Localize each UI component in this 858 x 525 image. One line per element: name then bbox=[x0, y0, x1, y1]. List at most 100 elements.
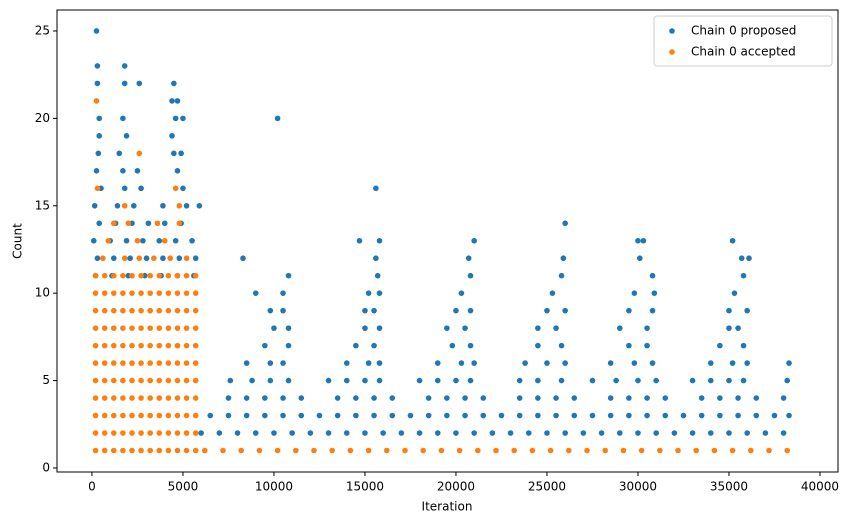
point bbox=[174, 168, 181, 174]
point bbox=[731, 290, 738, 296]
point bbox=[160, 255, 166, 262]
point bbox=[560, 255, 567, 262]
point bbox=[636, 255, 643, 262]
point bbox=[535, 342, 541, 349]
point bbox=[134, 168, 141, 174]
point bbox=[562, 307, 568, 314]
point bbox=[192, 447, 199, 454]
point bbox=[172, 115, 179, 122]
point bbox=[116, 150, 123, 157]
point bbox=[458, 290, 465, 296]
point bbox=[252, 430, 259, 436]
point bbox=[343, 377, 350, 384]
point bbox=[544, 360, 550, 366]
point bbox=[467, 377, 474, 384]
point bbox=[161, 220, 168, 227]
point bbox=[644, 395, 650, 401]
point bbox=[376, 325, 383, 331]
point bbox=[167, 255, 174, 262]
point bbox=[407, 412, 414, 419]
point bbox=[174, 290, 181, 296]
point bbox=[165, 342, 172, 349]
point bbox=[207, 412, 214, 419]
point bbox=[267, 360, 274, 366]
point bbox=[748, 447, 754, 454]
point bbox=[125, 220, 132, 227]
point bbox=[729, 360, 736, 366]
point bbox=[183, 272, 190, 279]
point bbox=[147, 430, 153, 436]
point bbox=[174, 98, 181, 104]
point bbox=[129, 412, 135, 419]
point bbox=[462, 325, 468, 331]
point bbox=[147, 342, 153, 349]
point bbox=[525, 430, 532, 436]
point bbox=[165, 325, 172, 331]
point bbox=[183, 342, 190, 349]
point bbox=[101, 342, 108, 349]
point bbox=[172, 237, 179, 244]
point bbox=[192, 255, 199, 262]
point bbox=[156, 307, 163, 314]
point bbox=[480, 412, 487, 419]
point bbox=[110, 255, 117, 262]
point bbox=[384, 447, 390, 454]
point bbox=[589, 377, 596, 384]
point bbox=[689, 430, 696, 436]
point bbox=[225, 395, 232, 401]
point bbox=[110, 360, 117, 366]
point bbox=[198, 430, 204, 436]
point bbox=[784, 377, 791, 384]
point bbox=[607, 360, 614, 366]
point bbox=[138, 185, 144, 192]
point bbox=[192, 290, 199, 296]
point bbox=[174, 360, 181, 366]
point bbox=[120, 115, 126, 122]
point bbox=[285, 377, 292, 384]
point bbox=[134, 237, 141, 244]
point bbox=[657, 447, 663, 454]
point bbox=[174, 307, 181, 314]
point bbox=[325, 430, 332, 436]
point bbox=[298, 395, 305, 401]
point bbox=[274, 447, 281, 454]
point bbox=[120, 395, 126, 401]
point bbox=[717, 395, 723, 401]
point bbox=[416, 377, 423, 384]
point bbox=[129, 360, 135, 366]
point bbox=[371, 342, 377, 349]
point bbox=[362, 430, 368, 436]
point bbox=[94, 80, 101, 87]
point bbox=[453, 307, 459, 314]
point bbox=[343, 430, 350, 436]
point bbox=[289, 430, 295, 436]
point bbox=[238, 447, 244, 454]
point bbox=[280, 412, 286, 419]
point bbox=[635, 237, 641, 244]
point bbox=[465, 255, 472, 262]
point bbox=[371, 395, 377, 401]
point bbox=[174, 272, 181, 279]
point bbox=[101, 430, 108, 436]
point bbox=[192, 325, 199, 331]
point bbox=[638, 447, 645, 454]
point bbox=[602, 447, 609, 454]
point bbox=[120, 377, 126, 384]
point bbox=[147, 377, 153, 384]
point bbox=[165, 272, 172, 279]
point bbox=[544, 430, 550, 436]
point bbox=[780, 395, 787, 401]
point bbox=[635, 377, 641, 384]
point bbox=[183, 307, 190, 314]
point bbox=[271, 430, 277, 436]
point bbox=[631, 360, 638, 366]
point bbox=[120, 307, 126, 314]
point bbox=[110, 377, 117, 384]
point bbox=[453, 377, 459, 384]
point bbox=[123, 237, 130, 244]
legend: Chain 0 proposed Chain 0 accepted bbox=[653, 15, 833, 67]
point bbox=[129, 447, 135, 454]
point bbox=[262, 412, 268, 419]
point bbox=[693, 447, 700, 454]
point bbox=[425, 412, 432, 419]
